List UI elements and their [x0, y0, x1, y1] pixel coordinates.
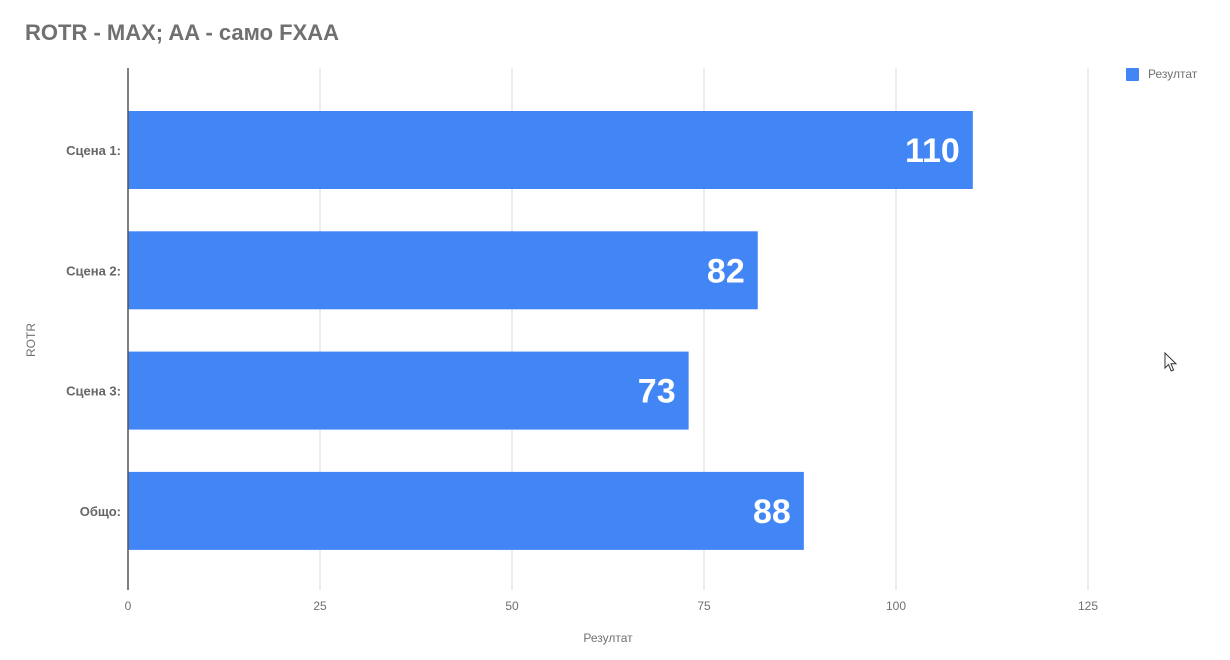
bar	[128, 471, 804, 550]
x-tick-label: 100	[886, 599, 906, 613]
bar	[128, 351, 689, 430]
legend[interactable]: Резултат	[1126, 67, 1197, 81]
y-category-label: Общо:	[80, 504, 121, 519]
y-category-label: Сцена 2:	[66, 263, 121, 278]
bar	[128, 231, 758, 310]
x-axis-title: Резултат	[583, 631, 633, 645]
bar-value-label: 82	[707, 252, 745, 290]
x-tick-label: 0	[125, 599, 132, 613]
y-category-label: Сцена 3:	[66, 384, 121, 399]
x-tick-label: 125	[1078, 599, 1098, 613]
y-axis-title: ROTR	[24, 323, 38, 357]
x-tick-label: 75	[697, 599, 711, 613]
legend-swatch	[1126, 67, 1139, 81]
x-tick-label: 50	[505, 599, 519, 613]
mouse-cursor-icon	[1164, 352, 1178, 372]
chart-title: ROTR - MAX; AA - само FXAA	[25, 20, 340, 45]
legend-label: Резултат	[1148, 67, 1198, 81]
x-tick-label: 25	[313, 599, 327, 613]
y-category-label: Сцена 1:	[66, 143, 121, 158]
bar-value-label: 88	[753, 493, 791, 531]
bar-value-label: 73	[638, 373, 676, 411]
bar-value-label: 110	[905, 132, 960, 170]
bar	[128, 111, 973, 189]
